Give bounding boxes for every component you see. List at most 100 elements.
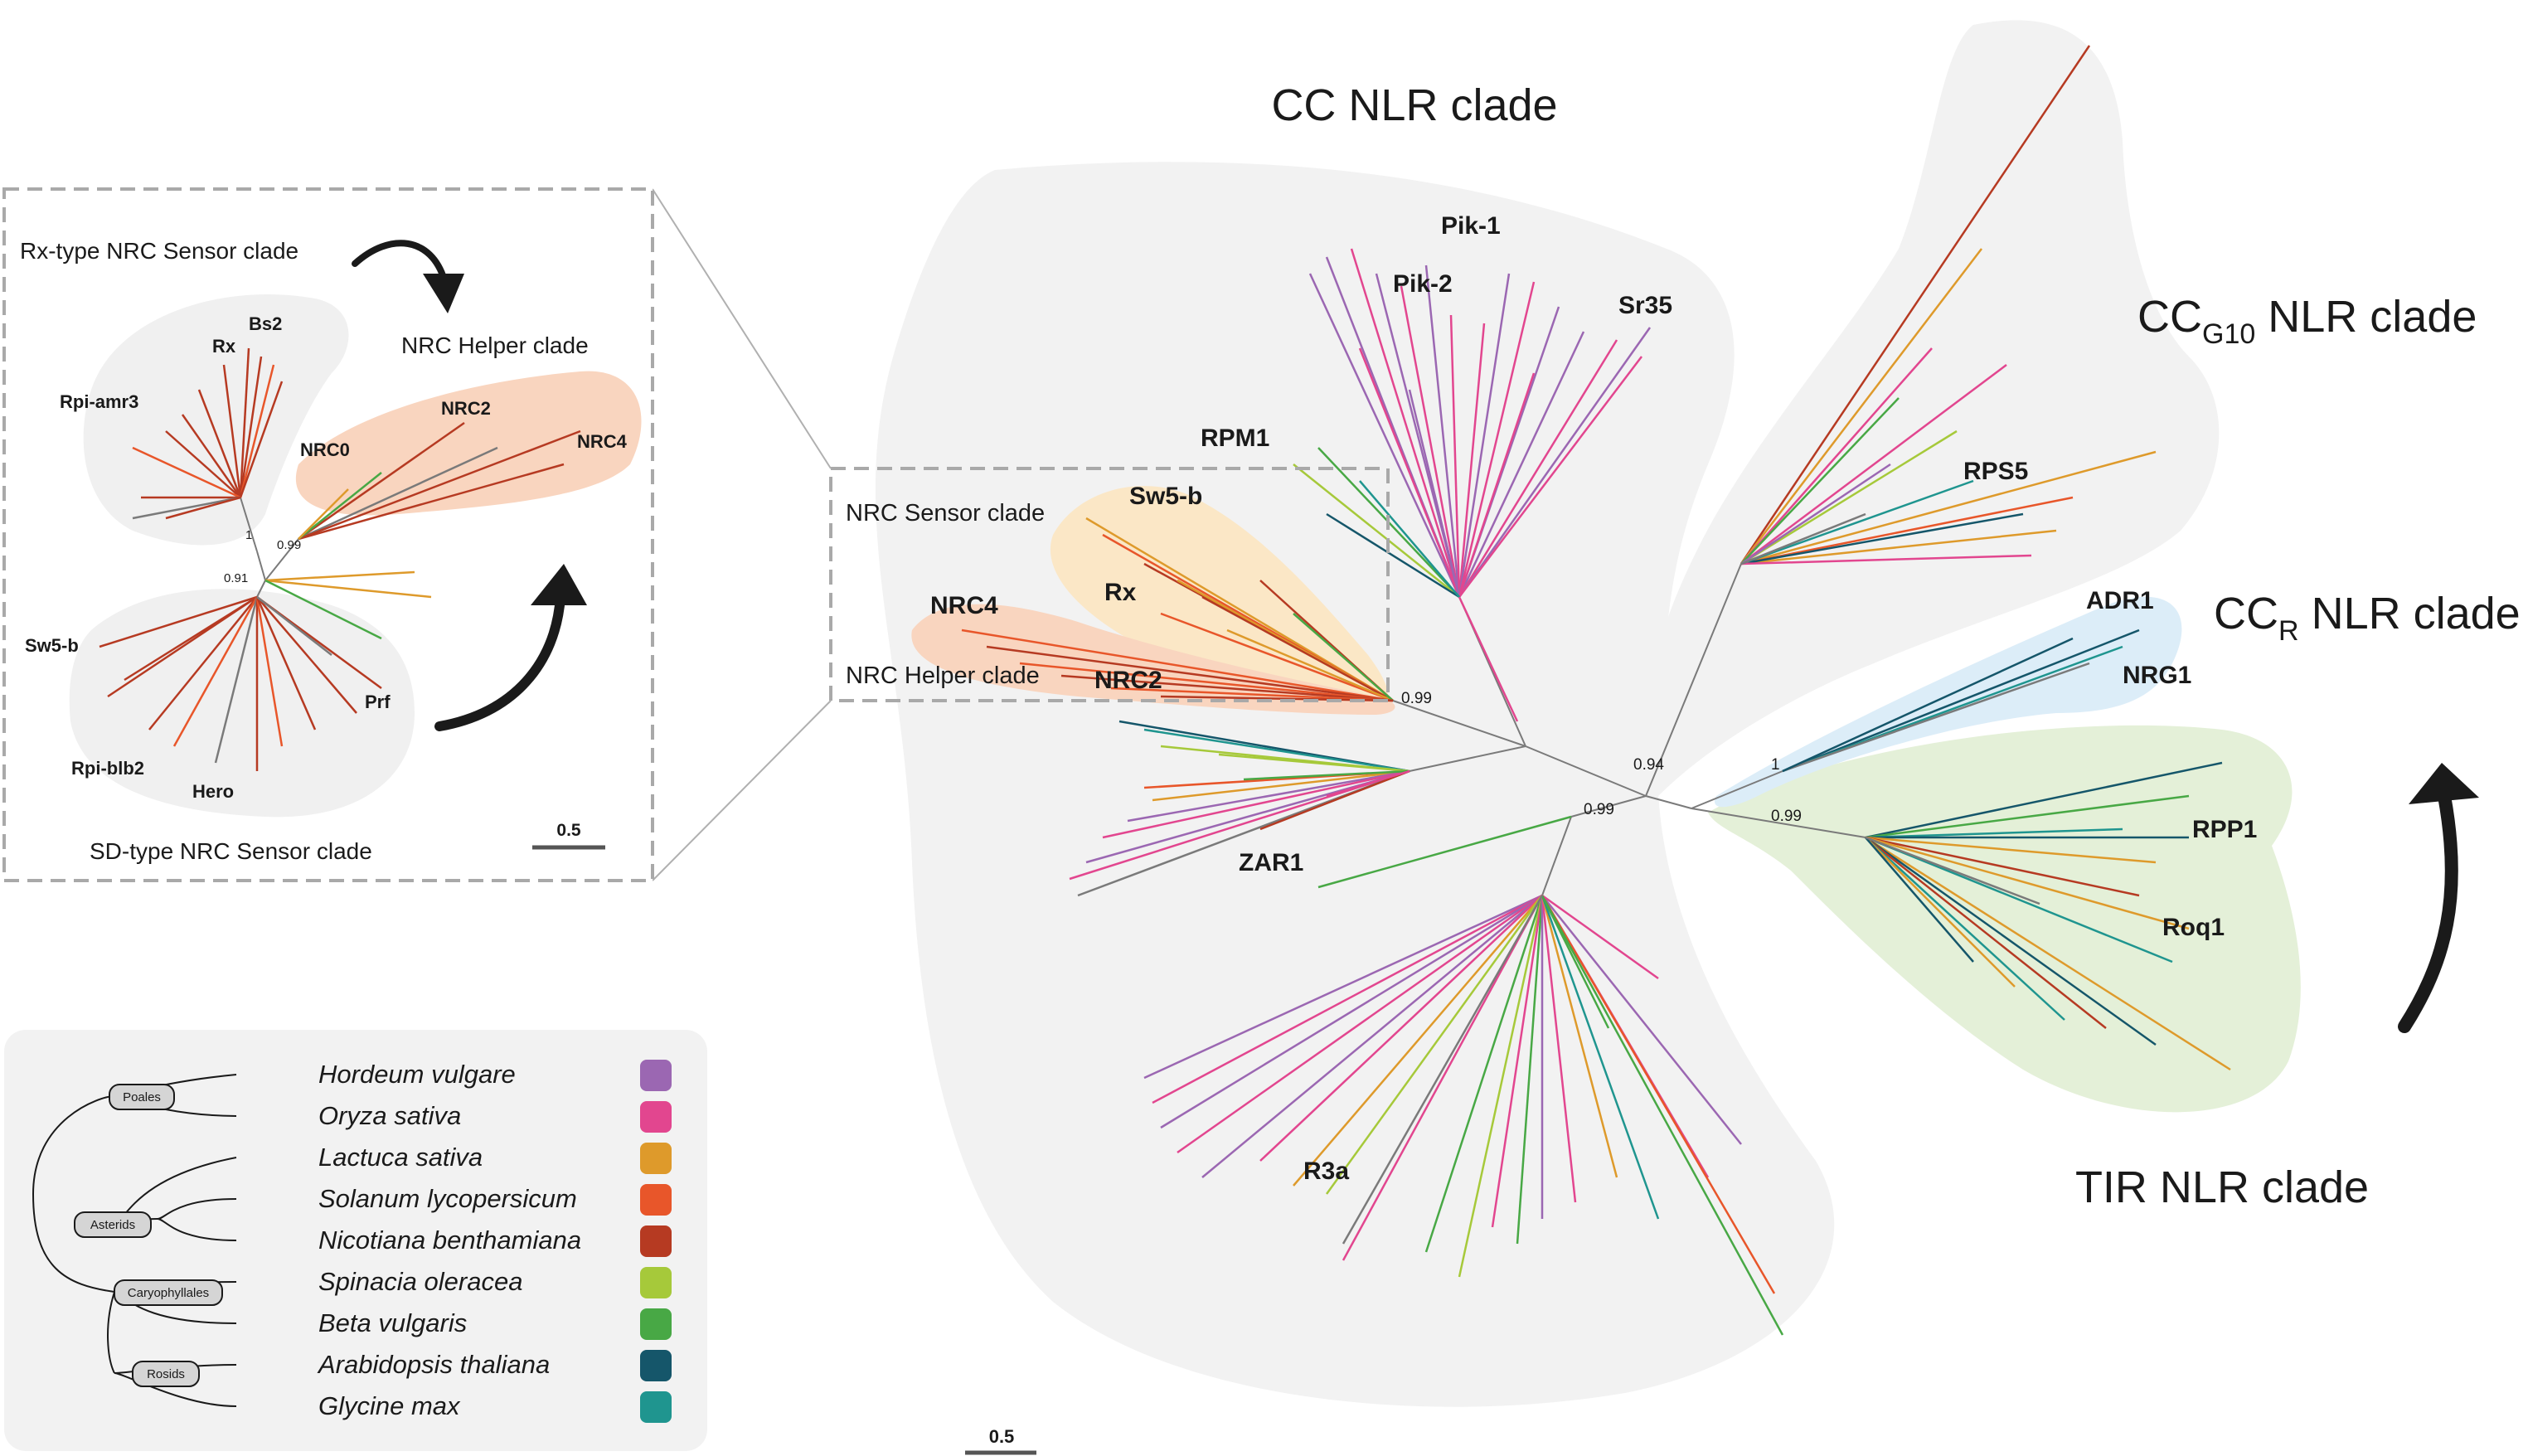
- inset-gene-prf: Prf: [365, 692, 391, 712]
- inset-sd-fan: [99, 595, 382, 771]
- inset-helper-label: NRC Helper clade: [401, 332, 589, 358]
- inset-gene-labels: Rx Bs2 Rpi-amr3 NRC0 NRC2 NRC4 Sw5-b Prf…: [25, 313, 628, 802]
- legend-node-poales: [109, 1084, 175, 1110]
- inset-backbone: [240, 497, 299, 598]
- inset-scale-bar: 0.5: [532, 821, 605, 850]
- gene-label-sw5b: Sw5-b: [1129, 483, 1202, 510]
- legend-node-poales-label: Poales: [123, 1090, 161, 1104]
- nrc-helper-clade-background: [911, 604, 1395, 715]
- inset-gene-hero: Hero: [192, 781, 234, 802]
- gene-label-zar1: ZAR1: [1239, 849, 1303, 876]
- legend-node-asterids: [74, 1211, 152, 1238]
- main-scale-label: 0.5: [989, 1426, 1015, 1447]
- tir-clade-background: [1708, 725, 2301, 1113]
- main-gene-labels: Pik-1 Pik-2 Sr35 RPM1 Sw5-b Rx NRC4 NRC2…: [930, 212, 2257, 1185]
- gene-label-pik2: Pik-2: [1393, 270, 1453, 298]
- legend-species-list: Hordeum vulgare Oryza sativa Lactuca sativ…: [317, 1060, 672, 1423]
- ccr-fan: [1782, 629, 2140, 773]
- gene-label-nrg1: NRG1: [2123, 662, 2191, 689]
- gene-label-pik1: Pik-1: [1441, 212, 1501, 240]
- inset-sd-sensor-label: SD-type NRC Sensor clade: [90, 838, 372, 864]
- tir-fan: [1865, 761, 2231, 1071]
- legend-species-name: Glycine max: [318, 1391, 461, 1420]
- curved-arrow-top-icon: [352, 240, 448, 284]
- legend-color-swatch: [640, 1267, 672, 1298]
- legend-species-name: Hordeum vulgare: [318, 1060, 516, 1089]
- inset-clade-labels: Rx-type NRC Sensor clade NRC Helper clad…: [20, 238, 589, 864]
- gene-label-rps5: RPS5: [1963, 458, 2028, 485]
- legend-color-swatch: [640, 1391, 672, 1423]
- left-cc-fan: [1069, 720, 1572, 897]
- legend-group-nodes: Poales Asterids Caryophyllales Rosids: [74, 1084, 223, 1387]
- legend-species-name: Beta vulgaris: [318, 1308, 467, 1337]
- support-tir-node: 0.99: [1771, 808, 1802, 825]
- zoom-connector-lines: [652, 188, 832, 881]
- main-tree-branches: [961, 45, 2231, 1336]
- nrc-helper-box-label: NRC Helper clade: [846, 662, 1040, 689]
- tir-arrow: [2398, 763, 2479, 1033]
- gene-label-r3a: R3a: [1303, 1158, 1349, 1185]
- inset-gene-rpiamr3: Rpi-amr3: [60, 391, 138, 412]
- tir-clade-title: TIR NLR clade: [2075, 1162, 2369, 1212]
- legend-color-swatch: [640, 1350, 672, 1381]
- support-ccg10-node: 0.94: [1633, 756, 1664, 774]
- inset-gene-bs2: Bs2: [249, 313, 282, 334]
- species-legend: Poales Asterids Caryophyllales Rosids Ho…: [4, 1030, 707, 1451]
- legend-color-swatch: [640, 1143, 672, 1174]
- gene-label-nrc4: NRC4: [930, 592, 998, 619]
- inset-rx-sensor-background: [83, 294, 349, 546]
- main-tree-backbone: [1392, 563, 1866, 896]
- gene-label-roq1: Roq1: [2162, 914, 2225, 941]
- nrc-zoom-box: NRC Sensor clade NRC Helper clade: [829, 467, 1390, 702]
- legend-node-rosids: [132, 1361, 200, 1387]
- support-nrc-node: 0.99: [1401, 690, 1432, 707]
- main-clade-titles: CC NLR clade CCG10 NLR clade CCR NLR cla…: [1271, 80, 2520, 1212]
- curved-arrow-bottom-head-icon: [531, 564, 587, 605]
- cc-clade-background: [875, 162, 1835, 1407]
- legend-color-swatch: [640, 1308, 672, 1340]
- upper-cc-fan: [1293, 248, 1652, 722]
- lower-cc-fan: [1143, 894, 1784, 1336]
- main-support-values: 0.99 0.99 0.94 1 0.99: [1401, 690, 1802, 825]
- main-scale-bar: 0.5: [965, 1426, 1036, 1455]
- curved-arrow-right-head-icon: [2409, 763, 2479, 804]
- inset-gene-rpiblb2: Rpi-blb2: [71, 758, 144, 779]
- inset-gene-nrc4: NRC4: [577, 431, 628, 452]
- gene-label-rpp1: RPP1: [2192, 816, 2257, 843]
- legend-species-name: Oryza sativa: [318, 1101, 461, 1130]
- inset-panel: Rx-type NRC Sensor clade NRC Helper clad…: [2, 187, 654, 882]
- inset-support-values: 1 0.99 0.91: [224, 528, 301, 585]
- ccr-title-subscript: R: [2278, 615, 2299, 647]
- ccg10-title-main: CC: [2137, 292, 2202, 342]
- curved-arrow-right-icon: [2398, 789, 2458, 1033]
- gene-label-adr1: ADR1: [2086, 587, 2154, 614]
- inset-support-099: 0.99: [277, 538, 301, 552]
- inset-gene-sw5b: Sw5-b: [25, 635, 79, 656]
- cc-clade-title: CC NLR clade: [1271, 80, 1557, 130]
- inset-scale-label: 0.5: [556, 821, 581, 840]
- inset-tree-branches: [99, 347, 581, 771]
- legend-color-swatch: [640, 1060, 672, 1091]
- legend-species-name: Arabidopsis thaliana: [317, 1350, 550, 1379]
- legend-species-name: Solanum lycopersicum: [318, 1184, 577, 1213]
- nrc-fan: [961, 517, 1394, 702]
- ccg10-clade-title: CCG10 NLR clade: [2137, 292, 2477, 350]
- clade-backgrounds: [875, 20, 2301, 1407]
- legend-species-name: Lactuca sativa: [318, 1143, 483, 1172]
- legend-node-caryophyllales: [114, 1279, 223, 1306]
- ccg10-title-rest: NLR clade: [2255, 292, 2477, 342]
- inset-rx-fan: [132, 347, 284, 520]
- support-ccr-node: 1: [1771, 756, 1780, 774]
- inset-support-1: 1: [245, 528, 252, 542]
- gene-label-rpm1: RPM1: [1201, 425, 1269, 452]
- legend-node-caryophyllales-label: Caryophyllales: [128, 1286, 209, 1300]
- nrc-zoom-rect: [829, 467, 1390, 702]
- ccr-title-rest: NLR clade: [2299, 589, 2521, 638]
- ccr-title-main: CC: [2214, 589, 2278, 638]
- legend-color-swatch: [640, 1184, 672, 1216]
- gene-label-sr35: Sr35: [1618, 292, 1672, 319]
- legend-species-name: Spinacia oleracea: [318, 1267, 522, 1296]
- support-cc-node: 0.99: [1584, 801, 1614, 818]
- inset-sd-sensor-background: [69, 589, 415, 818]
